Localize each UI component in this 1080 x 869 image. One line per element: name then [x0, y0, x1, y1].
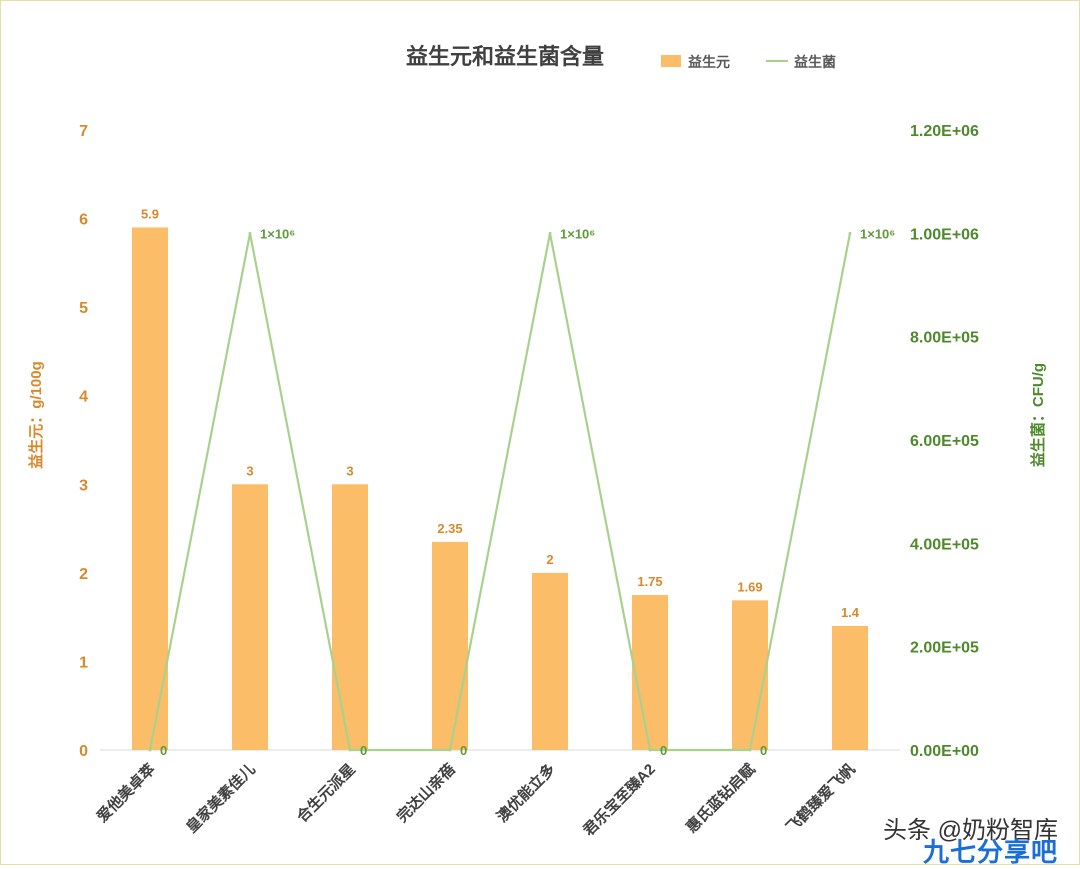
y-right-tick-label: 1.00E+06: [910, 226, 979, 243]
y-right-tick-label: 6.00E+05: [910, 433, 979, 450]
y-left-tick-label: 2: [79, 566, 88, 583]
bar: [132, 227, 168, 750]
y-right-tick-label: 1.20E+06: [910, 123, 979, 140]
line-data-label: 1×10⁶: [260, 226, 295, 241]
y-left-tick-label: 1: [79, 654, 88, 671]
y-left-tick-label: 7: [79, 123, 88, 140]
line-point: [548, 231, 552, 235]
bar-data-label: 1.75: [637, 574, 662, 589]
line-data-label: 0: [760, 743, 767, 758]
bar: [232, 484, 268, 750]
bar-data-label: 2.35: [437, 521, 462, 536]
line-data-label: 1×10⁶: [860, 226, 895, 241]
line-data-label: 0: [660, 743, 667, 758]
bar-data-label: 1.4: [841, 605, 860, 620]
line-point: [148, 748, 152, 752]
bar-data-label: 2: [546, 552, 553, 567]
bar-series: 5.9 3 3 2.35 2 1.75 1.69 1.4: [132, 206, 868, 750]
line-point: [648, 748, 652, 752]
y-left-tick-label: 0: [79, 743, 88, 760]
y-left-tick-label: 3: [79, 477, 88, 494]
y-axis-right-ticks: 0.00E+00 2.00E+05 4.00E+05 6.00E+05 8.00E+05…: [910, 123, 979, 760]
x-tick-label: 飞鹤臻爱飞帆: [782, 760, 858, 836]
y-left-tick-label: 4: [79, 389, 88, 406]
x-tick-label: 惠氏蓝钻启赋: [682, 760, 758, 836]
y-axis-right-label: 益生菌：CFU/g: [1029, 363, 1047, 467]
legend-label-prebiotic: 益生元: [688, 54, 730, 70]
x-tick-label: 澳优能立多: [493, 760, 559, 826]
bar-data-label: 3: [246, 463, 253, 478]
line-point: [248, 231, 252, 235]
x-tick-label: 合生元派星: [292, 760, 358, 826]
x-tick-label: 爱他美卓萃: [93, 760, 159, 826]
watermark-text: 头条 @奶粉智库: [882, 817, 1058, 844]
x-tick-label: 君乐宝至臻A2: [579, 760, 658, 839]
x-axis-ticks: 爱他美卓萃 皇家美素佳儿 合生元派星 完达山亲蓓 澳优能立多 君乐宝至臻A2 惠氏蓝钻启赋飞…: [93, 760, 859, 839]
line-point: [448, 748, 452, 752]
bar: [532, 572, 568, 750]
line-path: [148, 233, 852, 752]
legend: 益生元 益生菌: [661, 54, 836, 70]
y-right-tick-label: 8.00E+05: [910, 330, 979, 347]
line-point: [748, 748, 752, 752]
bar-data-label: 1.69: [737, 579, 762, 594]
y-right-tick-label: 0.00E+00: [910, 743, 979, 760]
y-left-tick-label: 5: [79, 300, 88, 317]
chart-title: 益生元和益生菌含量: [406, 44, 604, 69]
x-tick-label: 完达山亲蓓: [393, 760, 459, 826]
line-data-label: 0: [360, 743, 367, 758]
legend-swatch-prebiotic: [661, 55, 681, 67]
watermark-logo-text: 九七分享吧: [922, 837, 1058, 867]
bar: [432, 541, 468, 750]
bar: [332, 484, 368, 750]
y-left-tick-label: 6: [79, 212, 88, 229]
line-point: [848, 231, 852, 235]
legend-label-probiotic: 益生菌: [794, 54, 836, 70]
y-axis-left-label: 益生元：g/100g: [27, 361, 45, 469]
line-data-label: 0: [460, 743, 467, 758]
x-tick-label: 皇家美素佳儿: [182, 760, 258, 836]
y-axis-left-ticks: 0 1 2 3 4 5 6 7: [79, 123, 88, 760]
bar-data-label: 5.9: [141, 206, 159, 221]
line-series: 0 1×10⁶ 0 0 1×10⁶ 0 0 1×10⁶: [148, 226, 895, 758]
line-data-label: 0: [160, 743, 167, 758]
bar-data-label: 3: [346, 463, 353, 478]
y-right-tick-label: 2.00E+05: [910, 640, 979, 657]
bar: [732, 600, 768, 750]
line-point: [348, 748, 352, 752]
bar: [832, 626, 868, 750]
bar: [632, 595, 668, 750]
y-right-tick-label: 4.00E+05: [910, 536, 979, 553]
line-data-label: 1×10⁶: [560, 226, 595, 241]
